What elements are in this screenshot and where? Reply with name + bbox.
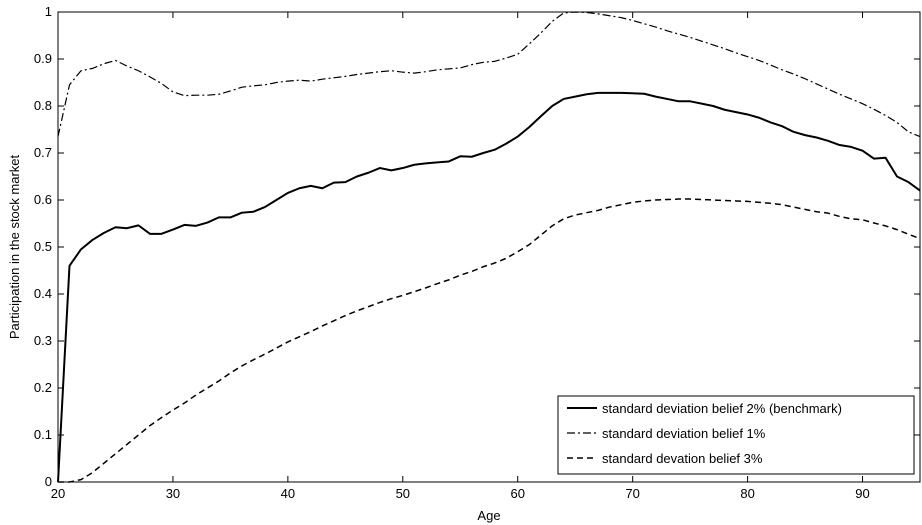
x-tick-label: 50 — [396, 486, 410, 501]
x-tick-label: 90 — [855, 486, 869, 501]
y-tick-label: 0.4 — [34, 286, 52, 301]
y-tick-label: 0.3 — [34, 333, 52, 348]
x-tick-label: 30 — [166, 486, 180, 501]
y-axis-label: Participation in the stock market — [7, 154, 22, 339]
legend-label-benchmark: standard deviation belief 2% (benchmark) — [602, 401, 842, 416]
y-tick-label: 0.9 — [34, 51, 52, 66]
plot-frame — [57, 11, 921, 483]
y-tick-label: 1 — [45, 4, 52, 19]
x-axis-ticks: 20 30 40 50 60 70 80 90 — [51, 12, 870, 501]
x-tick-label: 40 — [281, 486, 295, 501]
series-line-0 — [57, 91, 921, 483]
x-tick-label: 70 — [625, 486, 639, 501]
legend-box — [557, 395, 915, 475]
y-tick-label: 0.8 — [34, 98, 52, 113]
legend-label-sd-1pct: standard deviation belief 1% — [602, 426, 766, 441]
y-tick-label: 0 — [45, 474, 52, 489]
x-tick-label: 20 — [51, 486, 65, 501]
y-tick-label: 0.1 — [34, 427, 52, 442]
y-tick-label: 0.5 — [34, 239, 52, 254]
legend: standard deviation belief 2% (benchmark)… — [557, 395, 915, 475]
y-tick-label: 0.6 — [34, 192, 52, 207]
series-line-2 — [58, 198, 921, 483]
y-tick-label: 0.7 — [34, 145, 52, 160]
x-axis-label: Age — [477, 508, 500, 523]
x-tick-label: 60 — [510, 486, 524, 501]
legend-label-sd-3pct: standard devation belief 3% — [602, 451, 763, 466]
y-tick-label: 0.2 — [34, 380, 52, 395]
y-axis-ticks: 0 0.1 0.2 0.3 0.4 0.5 0.6 0.7 0.8 0.9 1 — [34, 4, 920, 489]
series-line-1 — [57, 11, 921, 138]
series-layer — [57, 11, 921, 483]
x-tick-label: 80 — [740, 486, 754, 501]
